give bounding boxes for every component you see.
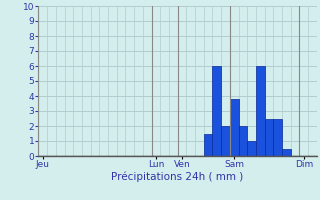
Bar [282,148,291,156]
Bar [273,118,282,156]
Bar [256,66,265,156]
Bar [204,134,212,156]
Bar [238,126,247,156]
Bar [212,66,221,156]
Bar [230,99,238,156]
X-axis label: Précipitations 24h ( mm ): Précipitations 24h ( mm ) [111,172,244,182]
Bar [265,118,273,156]
Bar [221,126,230,156]
Bar [247,141,256,156]
